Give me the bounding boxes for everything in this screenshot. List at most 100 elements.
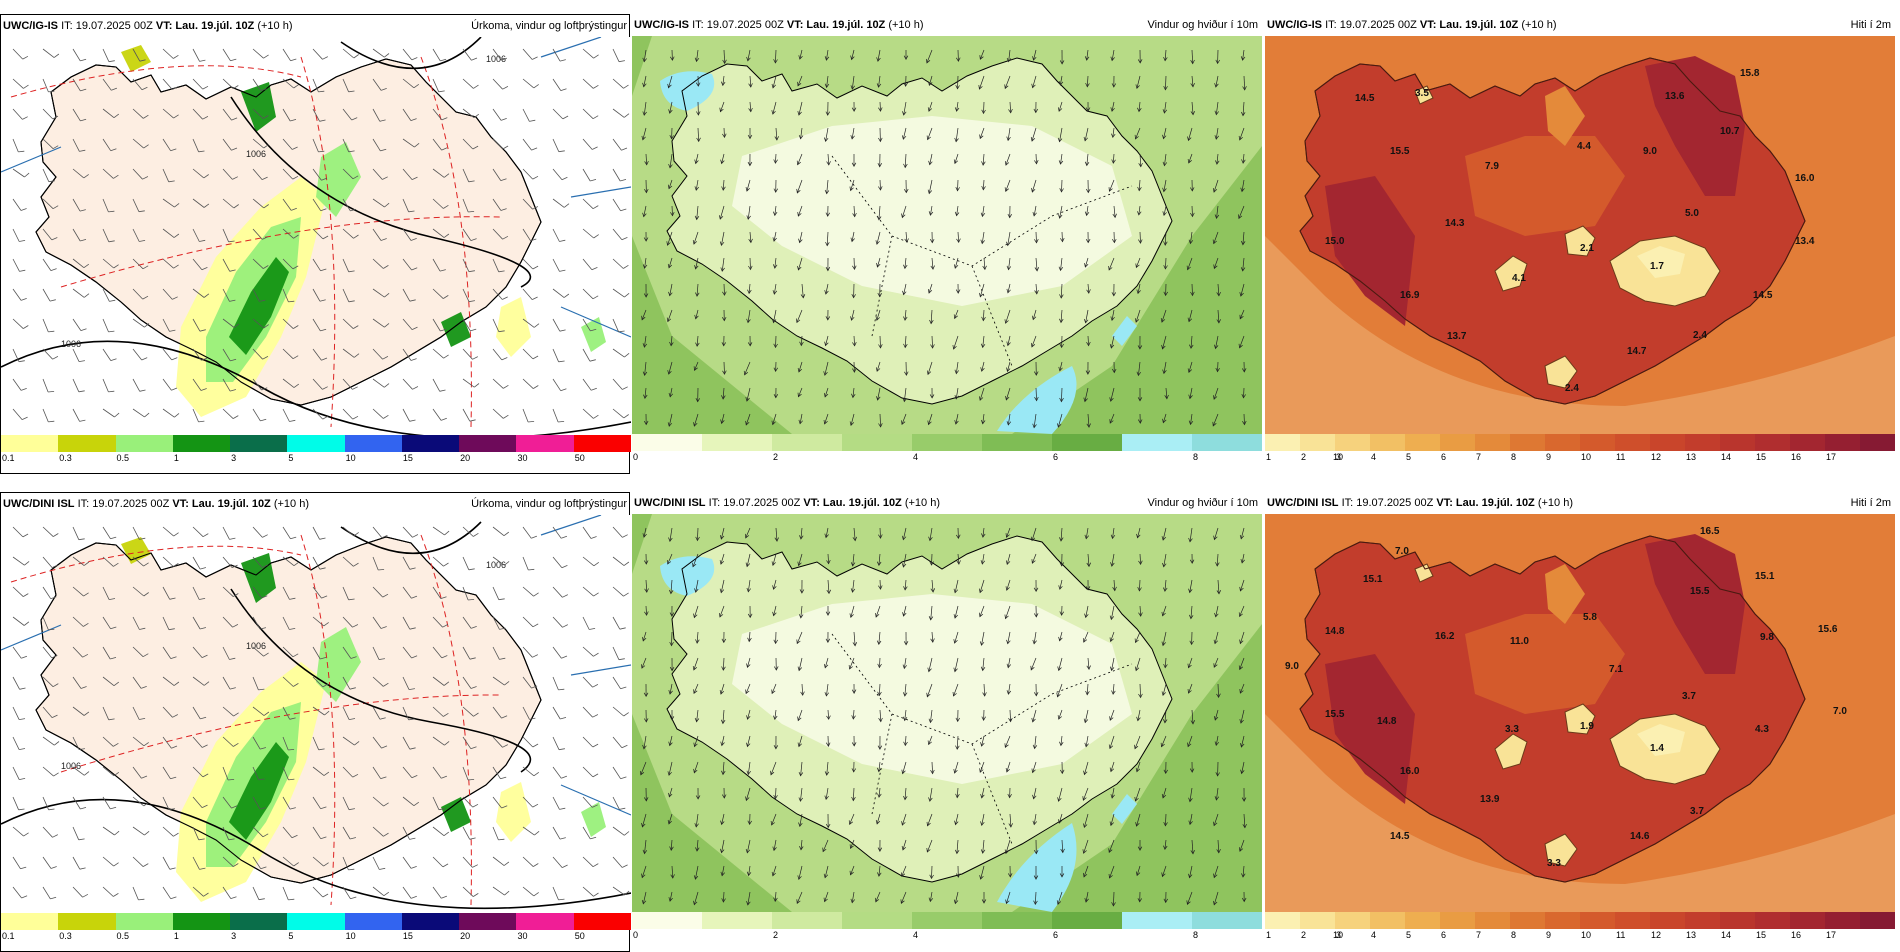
colorbar-swatch [1265, 912, 1300, 929]
temperature-value: 2.4 [1565, 383, 1579, 394]
panel-wind-igis: UWC/IG-IS IT: 19.07.2025 00Z VT: Lau. 19… [632, 14, 1262, 474]
temperature-value: 13.7 [1447, 331, 1467, 342]
colorbar-swatch [1370, 912, 1405, 929]
panel-header: UWC/IG-IS IT: 19.07.2025 00Z VT: Lau. 19… [632, 14, 1262, 36]
init-time: IT: 19.07.2025 00Z [61, 20, 153, 32]
colorbar-tick-label: 30 [517, 453, 527, 463]
colorbar-swatch [772, 912, 842, 929]
precip-colorbar [1, 435, 631, 452]
lead-time: (+10 h) [905, 497, 940, 509]
temperature-value: 15.1 [1755, 571, 1775, 582]
colorbar-tick-label: 5 [288, 453, 293, 463]
colorbar-swatch [1825, 434, 1860, 451]
wind-map-svg [632, 514, 1262, 912]
colorbar-swatch [1580, 434, 1615, 451]
isobar-label: 1006 [61, 339, 81, 349]
panel-title: Úrkoma, vindur og loftþrýstingur [471, 493, 627, 515]
colorbar-swatch [1440, 912, 1475, 929]
colorbar-tick-label: 3 [1336, 930, 1341, 940]
model-name: UWC/IG-IS [3, 20, 58, 32]
colorbar-tick-label: 11 [1616, 930, 1625, 940]
colorbar-tick-label: 4 [913, 930, 918, 940]
colorbar-tick-label: 9 [1546, 452, 1551, 462]
panel-header: UWC/DINI ISL IT: 19.07.2025 00Z VT: Lau.… [632, 492, 1262, 514]
colorbar-swatch [516, 435, 573, 452]
colorbar-swatch [574, 435, 631, 452]
colorbar-swatch [1192, 912, 1262, 929]
temp-colorbar [1265, 912, 1895, 929]
colorbar-swatch [982, 434, 1052, 451]
lead-time: (+10 h) [257, 20, 292, 32]
colorbar-tick-label: 0.1 [2, 453, 15, 463]
colorbar-swatch [1720, 434, 1755, 451]
wind-map-svg [632, 36, 1262, 434]
temperature-value: 15.5 [1390, 146, 1410, 157]
colorbar-tick-label: 7 [1476, 930, 1481, 940]
valid-time-label: VT: [803, 497, 820, 509]
init-time: IT: 19.07.2025 00Z [1325, 19, 1417, 31]
colorbar-tick-label: 0.3 [59, 931, 72, 941]
colorbar-swatch [1300, 912, 1335, 929]
colorbar-swatch [402, 435, 459, 452]
panel-title: Vindur og hviður í 10m [1148, 14, 1258, 36]
init-time: IT: 19.07.2025 00Z [78, 498, 170, 510]
model-name: UWC/DINI ISL [3, 498, 75, 510]
panel-title: Úrkoma, vindur og loftþrýstingur [471, 15, 627, 37]
temperature-value: 16.2 [1435, 631, 1455, 642]
colorbar-swatch [1755, 912, 1790, 929]
colorbar-tick-label: 8 [1511, 452, 1516, 462]
colorbar-swatch [116, 913, 173, 930]
temperature-value: 1.4 [1650, 743, 1664, 754]
colorbar-swatch [1122, 912, 1192, 929]
temperature-value: 14.8 [1377, 716, 1397, 727]
colorbar-tick-label: 0.3 [59, 453, 72, 463]
isobar-label: 1006 [246, 149, 266, 159]
colorbar-tick-label: 14 [1721, 930, 1731, 940]
colorbar-tick-label: 3 [1336, 452, 1341, 462]
init-time: IT: 19.07.2025 00Z [709, 497, 801, 509]
temperature-value: 3.7 [1682, 691, 1696, 702]
colorbar-tick-label: 5 [288, 931, 293, 941]
colorbar-swatch [1475, 434, 1510, 451]
temperature-value: 3.5 [1415, 88, 1429, 99]
temperature-value: 13.6 [1665, 91, 1685, 102]
colorbar-swatch [345, 913, 402, 930]
colorbar-tick-label: 4 [1371, 930, 1376, 940]
colorbar-tick-label: 1 [1266, 930, 1271, 940]
colorbar-tick-label: 10 [346, 453, 356, 463]
colorbar-tick-label: 0 [633, 452, 638, 462]
colorbar-tick-label: 50 [575, 453, 585, 463]
temperature-value: 16.0 [1400, 766, 1420, 777]
colorbar-tick-label: 8 [1193, 452, 1198, 462]
wind-map [632, 514, 1262, 912]
colorbar-tick-label: 30 [517, 931, 527, 941]
panel-wind-dini: UWC/DINI ISL IT: 19.07.2025 00Z VT: Lau.… [632, 492, 1262, 952]
temperature-value: 7.0 [1833, 706, 1847, 717]
colorbar-swatch [1300, 434, 1335, 451]
temperature-value: 15.1 [1363, 574, 1383, 585]
colorbar-swatch [1440, 434, 1475, 451]
valid-time: Lau. 19.júl. 10Z [175, 20, 254, 32]
colorbar-tick-label: 6 [1053, 452, 1058, 462]
colorbar-tick-label: 2 [1301, 930, 1306, 940]
colorbar-swatch [1685, 912, 1720, 929]
valid-time: Lau. 19.júl. 10Z [1456, 497, 1535, 509]
colorbar-tick-label: 4 [913, 452, 918, 462]
colorbar-tick-label: 13 [1686, 452, 1696, 462]
colorbar-tick-label: 15 [403, 453, 413, 463]
colorbar-tick-label: 7 [1476, 452, 1481, 462]
temperature-value: 14.5 [1390, 831, 1410, 842]
temperature-value: 10.7 [1720, 126, 1740, 137]
temperature-value: 14.5 [1753, 290, 1773, 301]
wind-colorbar [632, 434, 1262, 451]
colorbar-tick-label: 0.5 [117, 931, 130, 941]
temperature-value: 15.5 [1325, 709, 1345, 720]
colorbar-swatch [1790, 434, 1825, 451]
valid-time-label: VT: [156, 20, 173, 32]
